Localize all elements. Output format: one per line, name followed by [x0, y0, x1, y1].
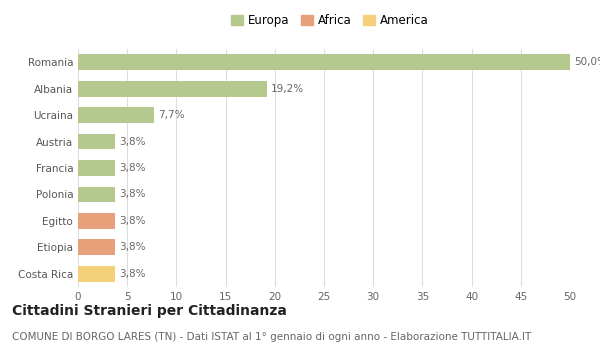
Text: 3,8%: 3,8%	[119, 242, 146, 252]
Bar	[78, 134, 115, 149]
Text: 3,8%: 3,8%	[119, 163, 146, 173]
Text: 50,0%: 50,0%	[574, 57, 600, 67]
Text: 7,7%: 7,7%	[158, 110, 184, 120]
Bar	[78, 187, 115, 202]
Bar	[78, 107, 154, 123]
Text: 19,2%: 19,2%	[271, 84, 304, 94]
Text: COMUNE DI BORGO LARES (TN) - Dati ISTAT al 1° gennaio di ogni anno - Elaborazion: COMUNE DI BORGO LARES (TN) - Dati ISTAT …	[12, 332, 531, 343]
Bar	[78, 81, 267, 97]
Text: 3,8%: 3,8%	[119, 216, 146, 226]
Bar	[78, 213, 115, 229]
Text: Cittadini Stranieri per Cittadinanza: Cittadini Stranieri per Cittadinanza	[12, 304, 287, 318]
Bar	[78, 54, 570, 70]
Bar	[78, 266, 115, 282]
Bar	[78, 239, 115, 255]
Legend: Europa, Africa, America: Europa, Africa, America	[227, 9, 433, 32]
Text: 3,8%: 3,8%	[119, 136, 146, 147]
Bar	[78, 160, 115, 176]
Text: 3,8%: 3,8%	[119, 269, 146, 279]
Text: 3,8%: 3,8%	[119, 189, 146, 200]
